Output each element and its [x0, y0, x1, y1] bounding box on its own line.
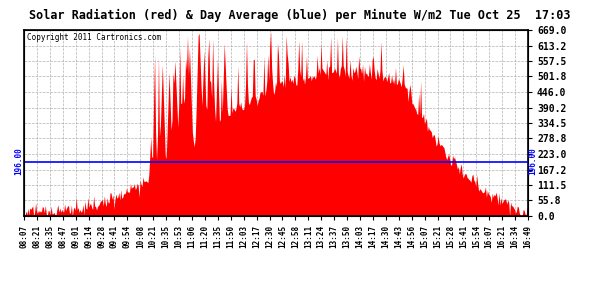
Text: 196.00: 196.00 [14, 148, 23, 176]
Text: 196.00: 196.00 [529, 148, 538, 176]
Text: Copyright 2011 Cartronics.com: Copyright 2011 Cartronics.com [26, 33, 161, 42]
Text: Solar Radiation (red) & Day Average (blue) per Minute W/m2 Tue Oct 25  17:03: Solar Radiation (red) & Day Average (blu… [29, 9, 571, 22]
